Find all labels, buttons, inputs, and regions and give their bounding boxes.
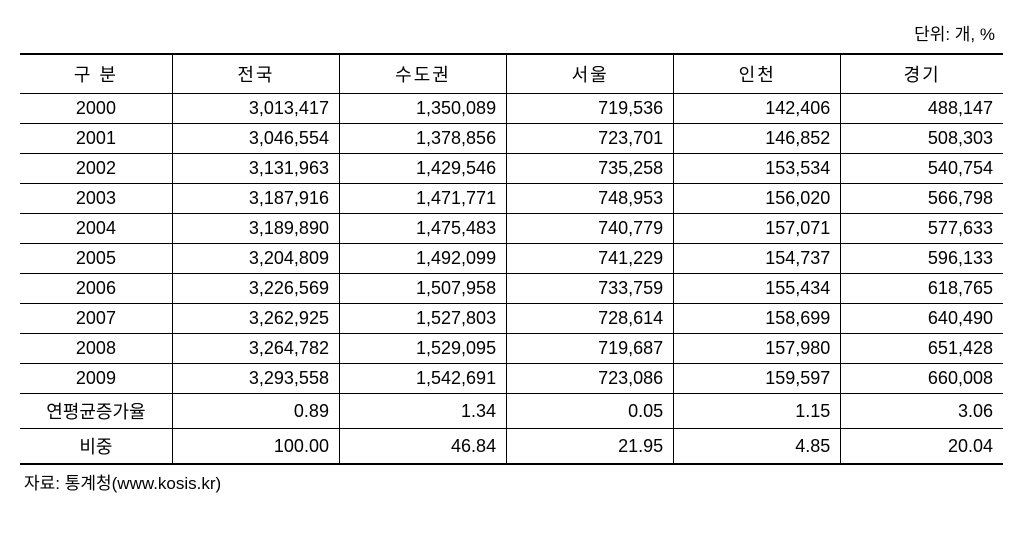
table-cell: 157,071 [674, 214, 841, 244]
table-row: 20003,013,4171,350,089719,536142,406488,… [20, 94, 1003, 124]
table-cell: 3,189,890 [172, 214, 339, 244]
table-cell: 3,046,554 [172, 124, 339, 154]
table-cell: 비중 [20, 429, 172, 465]
table-cell: 159,597 [674, 364, 841, 394]
unit-label: 단위: 개, % [20, 20, 1003, 45]
table-cell: 3,264,782 [172, 334, 339, 364]
table-cell: 21.95 [507, 429, 674, 465]
table-cell: 155,434 [674, 274, 841, 304]
table-cell: 2008 [20, 334, 172, 364]
header-metro: 수도권 [339, 54, 506, 94]
table-row: 20073,262,9251,527,803728,614158,699640,… [20, 304, 1003, 334]
table-cell: 3,131,963 [172, 154, 339, 184]
table-cell: 1,378,856 [339, 124, 506, 154]
table-row: 20093,293,5581,542,691723,086159,597660,… [20, 364, 1003, 394]
table-cell: 156,020 [674, 184, 841, 214]
table-cell: 733,759 [507, 274, 674, 304]
table-cell: 1,529,095 [339, 334, 506, 364]
table-cell: 157,980 [674, 334, 841, 364]
table-cell: 741,229 [507, 244, 674, 274]
table-cell: 1.15 [674, 394, 841, 429]
table-row: 20053,204,8091,492,099741,229154,737596,… [20, 244, 1003, 274]
header-category: 구 분 [20, 54, 172, 94]
table-cell: 540,754 [841, 154, 1003, 184]
table-cell: 651,428 [841, 334, 1003, 364]
source-note: 자료: 통계청(www.kosis.kr) [20, 469, 1003, 494]
table-cell: 2005 [20, 244, 172, 274]
header-national: 전국 [172, 54, 339, 94]
table-cell: 3,293,558 [172, 364, 339, 394]
table-cell: 728,614 [507, 304, 674, 334]
table-cell: 153,534 [674, 154, 841, 184]
table-row: 20023,131,9631,429,546735,258153,534540,… [20, 154, 1003, 184]
table-row: 20083,264,7821,529,095719,687157,980651,… [20, 334, 1003, 364]
table-cell: 566,798 [841, 184, 1003, 214]
table-cell: 1,507,958 [339, 274, 506, 304]
table-cell: 740,779 [507, 214, 674, 244]
table-cell: 508,303 [841, 124, 1003, 154]
table-cell: 2004 [20, 214, 172, 244]
table-cell: 2009 [20, 364, 172, 394]
table-cell: 1,429,546 [339, 154, 506, 184]
table-cell: 618,765 [841, 274, 1003, 304]
table-cell: 1,475,483 [339, 214, 506, 244]
table-cell: 3.06 [841, 394, 1003, 429]
table-cell: 100.00 [172, 429, 339, 465]
table-row: 20033,187,9161,471,771748,953156,020566,… [20, 184, 1003, 214]
table-cell: 660,008 [841, 364, 1003, 394]
table-cell: 146,852 [674, 124, 841, 154]
table-row: 연평균증가율0.891.340.051.153.06 [20, 394, 1003, 429]
table-cell: 1,492,099 [339, 244, 506, 274]
table-cell: 1,527,803 [339, 304, 506, 334]
table-cell: 20.04 [841, 429, 1003, 465]
table-cell: 158,699 [674, 304, 841, 334]
table-cell: 2007 [20, 304, 172, 334]
table-cell: 3,013,417 [172, 94, 339, 124]
data-table: 구 분 전국 수도권 서울 인천 경기 20003,013,4171,350,0… [20, 53, 1003, 465]
table-cell: 2002 [20, 154, 172, 184]
table-cell: 577,633 [841, 214, 1003, 244]
table-cell: 142,406 [674, 94, 841, 124]
table-cell: 1.34 [339, 394, 506, 429]
table-cell: 596,133 [841, 244, 1003, 274]
table-cell: 723,086 [507, 364, 674, 394]
table-cell: 2001 [20, 124, 172, 154]
table-row: 비중100.0046.8421.954.8520.04 [20, 429, 1003, 465]
table-cell: 3,204,809 [172, 244, 339, 274]
table-cell: 4.85 [674, 429, 841, 465]
table-cell: 연평균증가율 [20, 394, 172, 429]
table-cell: 488,147 [841, 94, 1003, 124]
table-cell: 154,737 [674, 244, 841, 274]
table-cell: 1,471,771 [339, 184, 506, 214]
table-cell: 748,953 [507, 184, 674, 214]
table-cell: 1,350,089 [339, 94, 506, 124]
table-cell: 735,258 [507, 154, 674, 184]
table-cell: 719,687 [507, 334, 674, 364]
table-cell: 1,542,691 [339, 364, 506, 394]
table-body: 20003,013,4171,350,089719,536142,406488,… [20, 94, 1003, 465]
header-incheon: 인천 [674, 54, 841, 94]
table-cell: 640,490 [841, 304, 1003, 334]
table-row: 20013,046,5541,378,856723,701146,852508,… [20, 124, 1003, 154]
table-cell: 719,536 [507, 94, 674, 124]
table-cell: 2000 [20, 94, 172, 124]
table-cell: 723,701 [507, 124, 674, 154]
table-cell: 3,187,916 [172, 184, 339, 214]
table-cell: 0.05 [507, 394, 674, 429]
table-cell: 3,226,569 [172, 274, 339, 304]
table-header: 구 분 전국 수도권 서울 인천 경기 [20, 54, 1003, 94]
table-cell: 46.84 [339, 429, 506, 465]
table-cell: 3,262,925 [172, 304, 339, 334]
table-row: 20063,226,5691,507,958733,759155,434618,… [20, 274, 1003, 304]
table-row: 20043,189,8901,475,483740,779157,071577,… [20, 214, 1003, 244]
header-row: 구 분 전국 수도권 서울 인천 경기 [20, 54, 1003, 94]
table-cell: 2006 [20, 274, 172, 304]
header-seoul: 서울 [507, 54, 674, 94]
header-gyeonggi: 경기 [841, 54, 1003, 94]
table-cell: 0.89 [172, 394, 339, 429]
table-cell: 2003 [20, 184, 172, 214]
